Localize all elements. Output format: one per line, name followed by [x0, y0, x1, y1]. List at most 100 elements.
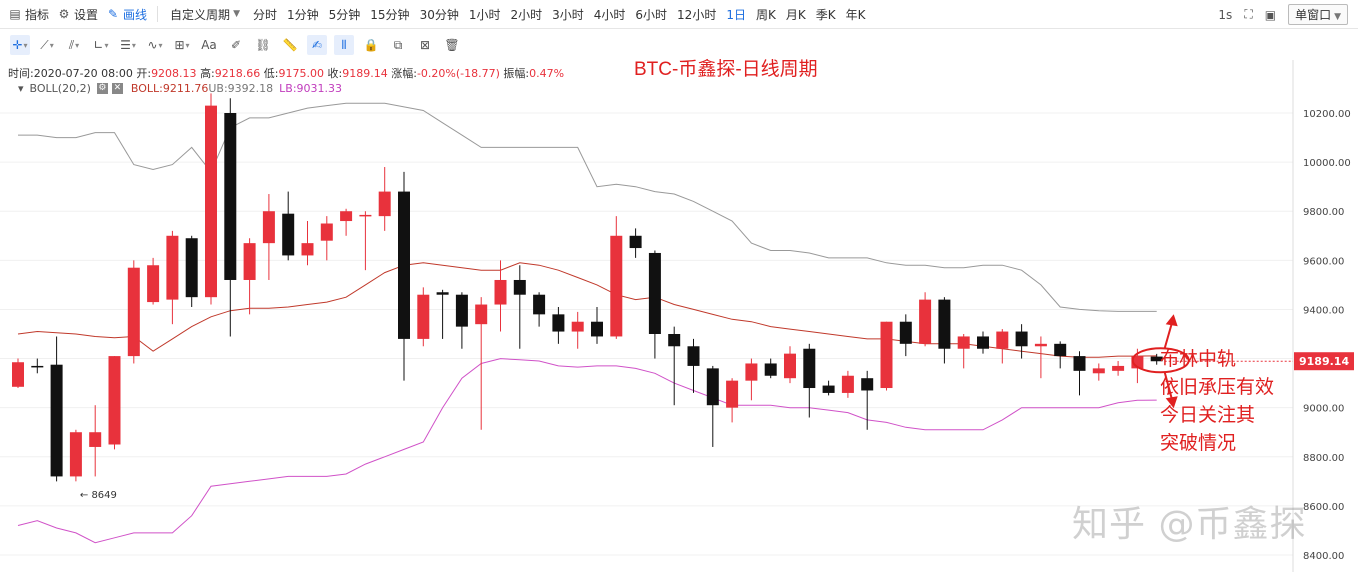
candle-body — [610, 235, 623, 337]
y-tick-label: 10000.00 — [1303, 158, 1351, 169]
pen-icon[interactable]: ✍ — [307, 35, 327, 55]
y-tick-label: 8800.00 — [1303, 453, 1344, 464]
text-icon[interactable]: Aa — [201, 38, 217, 52]
ruler-icon[interactable]: 📏 — [282, 38, 298, 52]
candle-body — [648, 252, 661, 334]
candle-body — [1150, 356, 1163, 362]
candle-body — [475, 304, 488, 325]
lock-icon[interactable]: 🔒 — [363, 38, 379, 52]
candle-body — [899, 321, 912, 344]
wave-icon[interactable]: ∿ ▾ — [147, 38, 163, 52]
candle-body — [513, 279, 526, 295]
period-tab[interactable]: 15分钟 — [370, 7, 410, 22]
annotation-line: 今日关注其 — [1160, 405, 1256, 426]
low-value: 9175.00 — [278, 67, 325, 80]
settings-grid-icon[interactable]: ⊠ — [419, 38, 431, 52]
interval-label[interactable]: 1s — [1218, 7, 1233, 22]
period-tab[interactable]: 30分钟 — [419, 7, 459, 22]
last-price-label: 9189.14 — [1299, 355, 1349, 368]
candle-body — [436, 292, 449, 295]
period-tabs: 分时 1分钟 5分钟 15分钟 30分钟 1小时 2小时 3小时 4小时 6小时 12小时 1日 周K 月… — [248, 6, 870, 23]
collapse-icon[interactable]: ▾ — [18, 82, 24, 95]
candle-body — [301, 243, 314, 256]
ohlc-info: 时间:2020-07-20 08:00 开:9208.13 高:9218.66 … — [8, 65, 564, 81]
screenshot-icon[interactable]: ▣ — [1264, 7, 1277, 22]
candle-body — [1073, 356, 1086, 371]
period-tab[interactable]: 年K — [845, 7, 866, 22]
boll-settings-icon[interactable]: ⚙ — [96, 83, 108, 94]
trash-icon[interactable]: 🗑 — [444, 38, 460, 52]
candle-body — [1054, 343, 1067, 357]
period-tab[interactable]: 3小时 — [552, 7, 584, 22]
visibility-icon[interactable]: ⦀ — [334, 35, 354, 55]
grid-plus-icon[interactable]: ⊞ ▾ — [174, 38, 190, 52]
draw-button[interactable]: ✎ 画线 — [106, 6, 147, 23]
trend-line-icon[interactable]: ⟋ ▾ — [40, 37, 54, 52]
candle-body — [378, 191, 391, 217]
channel-icon[interactable]: ⫽ ▾ — [68, 37, 80, 52]
top-toolbar: ▤ 指标 ⚙ 设置 ✎ 画线 自定义周期 ▼ 分时 1分钟 5分钟 15分钟 30分钟 1… — [0, 0, 1358, 29]
window-mode-dropdown[interactable]: 单窗口 ▼ — [1288, 4, 1348, 25]
period-tab[interactable]: 1小时 — [468, 7, 501, 22]
period-tab[interactable]: 12小时 — [677, 7, 717, 22]
period-tab[interactable]: 周K — [755, 7, 776, 22]
indicator-icon: ▤ — [9, 7, 21, 21]
amplitude-label: 振幅: — [503, 67, 530, 80]
period-tab[interactable]: 分时 — [252, 7, 277, 22]
time-value: 2020-07-20 08:00 — [33, 67, 133, 80]
candle-body — [185, 238, 198, 298]
fullscreen-icon[interactable]: ⛶ — [1244, 7, 1253, 21]
low-label: 低: — [263, 67, 279, 80]
watermark: 知乎 @币鑫探 — [1072, 504, 1307, 545]
candle-body — [996, 331, 1009, 349]
candle-body — [745, 363, 758, 381]
candle-body — [1034, 343, 1047, 347]
period-tab[interactable]: 2小时 — [510, 7, 543, 22]
period-tab[interactable]: 5分钟 — [328, 7, 361, 22]
copy-icon[interactable]: ⧉ — [393, 37, 403, 52]
brush-icon[interactable]: ✐ — [230, 38, 242, 52]
highlight-ellipse — [1131, 347, 1190, 374]
annotation-line: 依旧承压有效 — [1160, 377, 1275, 398]
boll-mid-value: BOLL:9211.76 — [130, 82, 209, 95]
pencil-icon: ✎ — [108, 7, 119, 21]
period-tab[interactable]: 月K — [785, 7, 806, 22]
y-tick-label: 8400.00 — [1303, 551, 1344, 562]
close-label: 收: — [327, 67, 343, 80]
boll-label: BOLL(20,2) — [29, 82, 91, 95]
change-value: -0.20%(-18.77) — [416, 67, 500, 80]
drawing-toolbar: ✛ ▾ ⟋ ▾ ⫽ ▾ ∟ ▾ ☰ ▾ ∿ ▾ ⊞ ▾ Aa ✐ ⛓ 📏 ✍ ⦀ 🔒 ⧉ ⊠ … — [10, 33, 469, 57]
boll-close-icon[interactable]: ✕ — [111, 83, 123, 94]
boll-ub-value: UB:9392.18 — [208, 82, 274, 95]
chevron-down-icon: ▼ — [233, 9, 240, 19]
candle-body — [1112, 365, 1125, 371]
close-value: 9189.14 — [342, 67, 388, 80]
toolbar-divider — [157, 6, 159, 22]
candle-body — [417, 294, 430, 339]
link-icon[interactable]: ⛓ — [255, 38, 271, 52]
time-label: 时间: — [8, 67, 34, 80]
crosshair-icon[interactable]: ✛ ▾ — [10, 35, 30, 55]
angle-icon[interactable]: ∟ ▾ — [93, 38, 109, 52]
period-tab[interactable]: 季K — [815, 7, 836, 22]
candle-body — [224, 113, 237, 280]
period-tab[interactable]: 1日 — [726, 7, 746, 22]
candle-body — [166, 235, 179, 300]
candle-body — [1015, 331, 1028, 347]
custom-period-label: 自定义周期 — [170, 7, 231, 22]
candle-body — [262, 211, 275, 244]
period-tab[interactable]: 6小时 — [635, 7, 668, 22]
candle-body — [533, 294, 546, 315]
y-tick-label: 8600.00 — [1303, 502, 1344, 513]
candle-body — [629, 235, 642, 249]
settings-button[interactable]: ⚙ 设置 — [57, 6, 98, 23]
period-tab[interactable]: 1分钟 — [287, 7, 319, 22]
period-tab[interactable]: 4小时 — [593, 7, 626, 22]
indicator-button[interactable]: ▤ 指标 — [8, 6, 49, 23]
candle-body — [552, 314, 565, 332]
horizontal-lines-icon[interactable]: ☰ ▾ — [120, 38, 136, 52]
candle-body — [803, 348, 816, 389]
y-tick-label: 10200.00 — [1303, 109, 1351, 120]
custom-period-dropdown[interactable]: 自定义周期 ▼ — [170, 6, 240, 23]
